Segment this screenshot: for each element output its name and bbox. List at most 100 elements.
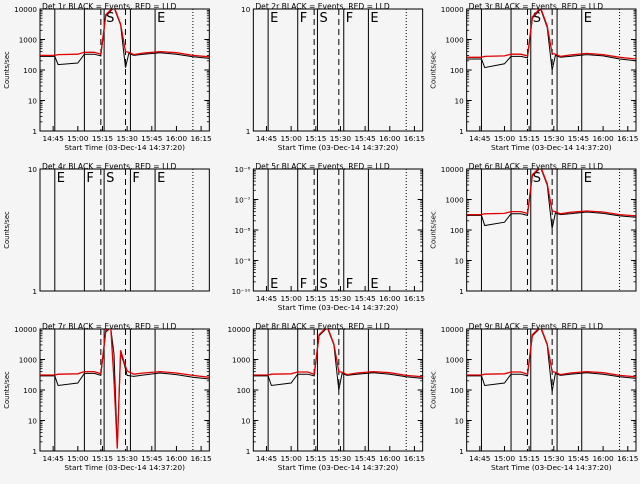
panel-title: Det 6r BLACK = Events, RED = LLD	[469, 162, 604, 171]
x-tick-label: 15:15	[305, 454, 327, 463]
y-tick-label: 10000	[14, 325, 37, 334]
x-tick-label: 15:30	[330, 134, 352, 143]
x-axis-label: Start Time (03-Dec-14 14:37:20)	[491, 143, 612, 152]
x-tick-label: 16:15	[617, 134, 639, 143]
x-tick-label: 15:00	[280, 454, 302, 463]
y-axis-label: Counts/sec	[3, 371, 11, 409]
marker-label: F	[300, 11, 307, 26]
x-tick-label: 15:15	[518, 454, 540, 463]
plot-frame	[252, 168, 424, 292]
y-tick-label: 1000	[445, 196, 464, 205]
panel-title: Det 4r BLACK = Events, RED = LLD	[42, 162, 177, 171]
x-tick-label: 15:30	[116, 134, 138, 143]
panel-9: Det 9r BLACK = Events, RED = LLD 1 10 100 10…	[430, 322, 639, 472]
x-tick-label: 15:30	[330, 294, 352, 303]
x-tick-label: 15:30	[116, 454, 138, 463]
series-line-events	[466, 169, 636, 229]
x-tick-label: 15:15	[305, 294, 327, 303]
x-tick-label: 15:00	[280, 134, 302, 143]
marker-label: E	[57, 171, 65, 186]
y-tick-label: 10	[28, 417, 38, 426]
marker-label: E	[157, 171, 165, 186]
marker-label: E	[584, 11, 592, 26]
panel-title: Det 2r BLACK = Events, RED = LLD	[255, 2, 390, 11]
series-line-events	[466, 329, 636, 392]
x-axis-label: Start Time (03-Dec-14 14:37:20)	[64, 143, 185, 152]
x-tick-label: 14:45	[256, 134, 278, 143]
y-axis-label: Counts/sec	[430, 211, 438, 249]
y-tick-label: 10⁻⁹	[235, 257, 251, 266]
plot-frame	[39, 168, 210, 292]
y-tick-label: 1000	[232, 356, 251, 365]
x-tick-label: 16:15	[404, 134, 426, 143]
y-tick-label: 1	[459, 447, 464, 456]
y-tick-label: 10	[28, 165, 38, 174]
x-tick-label: 15:30	[330, 454, 352, 463]
x-tick-label: 15:00	[494, 454, 516, 463]
x-tick-label: 15:00	[67, 134, 89, 143]
y-tick-label: 100	[450, 66, 464, 75]
x-tick-label: 15:00	[280, 294, 302, 303]
series-line-lld	[466, 9, 636, 60]
panel-title: Det 1r BLACK = Events, RED = LLD	[42, 2, 177, 11]
x-tick-label: 16:15	[404, 454, 426, 463]
plot-frame	[466, 168, 637, 292]
y-tick-label: 100	[23, 386, 37, 395]
series-line-lld	[466, 169, 636, 217]
panel-title: Det 7r BLACK = Events, RED = LLD	[42, 322, 177, 331]
y-tick-label: 1	[459, 127, 464, 136]
y-tick-label: 10000	[14, 5, 37, 14]
series-line-events	[40, 9, 210, 68]
y-tick-label: 1	[459, 287, 464, 296]
series-line-lld	[253, 329, 423, 378]
x-tick-label: 16:00	[166, 134, 188, 143]
marker-label: S	[533, 11, 541, 26]
y-tick-label: 10⁻⁸	[235, 226, 251, 235]
marker-label: E	[270, 277, 278, 292]
y-axis-label: Counts/sec	[3, 51, 11, 89]
x-tick-label: 14:45	[469, 454, 491, 463]
plot-frame	[39, 8, 210, 132]
plot-frame	[39, 328, 210, 452]
marker-label: F	[346, 11, 353, 26]
y-tick-label: 1	[32, 287, 37, 296]
marker-label: F	[86, 171, 93, 186]
marker-label: E	[370, 11, 378, 26]
panel-title: Det 5r BLACK = Events, RED = LLD	[255, 162, 390, 171]
marker-label: S	[533, 171, 541, 186]
x-tick-label: 15:30	[543, 454, 565, 463]
x-tick-label: 14:45	[256, 454, 278, 463]
marker-label: E	[584, 171, 592, 186]
y-tick-label: 100	[450, 386, 464, 395]
x-axis-label: Start Time (03-Dec-14 14:37:20)	[278, 463, 399, 472]
y-tick-label: 10000	[441, 325, 464, 334]
x-tick-label: 15:15	[518, 134, 540, 143]
series-line-lld	[40, 9, 210, 58]
x-tick-label: 16:15	[190, 454, 212, 463]
x-axis-label: Start Time (03-Dec-14 14:37:20)	[64, 463, 185, 472]
marker-label: S	[319, 277, 327, 292]
x-tick-label: 15:15	[92, 454, 114, 463]
y-tick-label: 1000	[445, 36, 464, 45]
y-axis-label: Counts/sec	[430, 371, 438, 409]
panel-title: Det 9r BLACK = Events, RED = LLD	[469, 322, 604, 331]
x-tick-label: 15:45	[568, 134, 590, 143]
x-tick-label: 15:45	[354, 454, 376, 463]
x-tick-label: 14:45	[469, 134, 491, 143]
x-axis-label: Start Time (03-Dec-14 14:37:20)	[278, 303, 399, 312]
x-tick-label: 14:45	[42, 134, 64, 143]
x-tick-label: 15:45	[141, 454, 163, 463]
y-tick-label: 10	[455, 97, 465, 106]
y-tick-label: 10000	[441, 5, 464, 14]
y-tick-label: 100	[237, 386, 251, 395]
marker-label: S	[106, 171, 114, 186]
series-line-lld	[40, 329, 210, 449]
y-tick-label: 1	[32, 127, 37, 136]
y-tick-label: 10	[241, 5, 251, 14]
plot-frame	[466, 8, 637, 132]
